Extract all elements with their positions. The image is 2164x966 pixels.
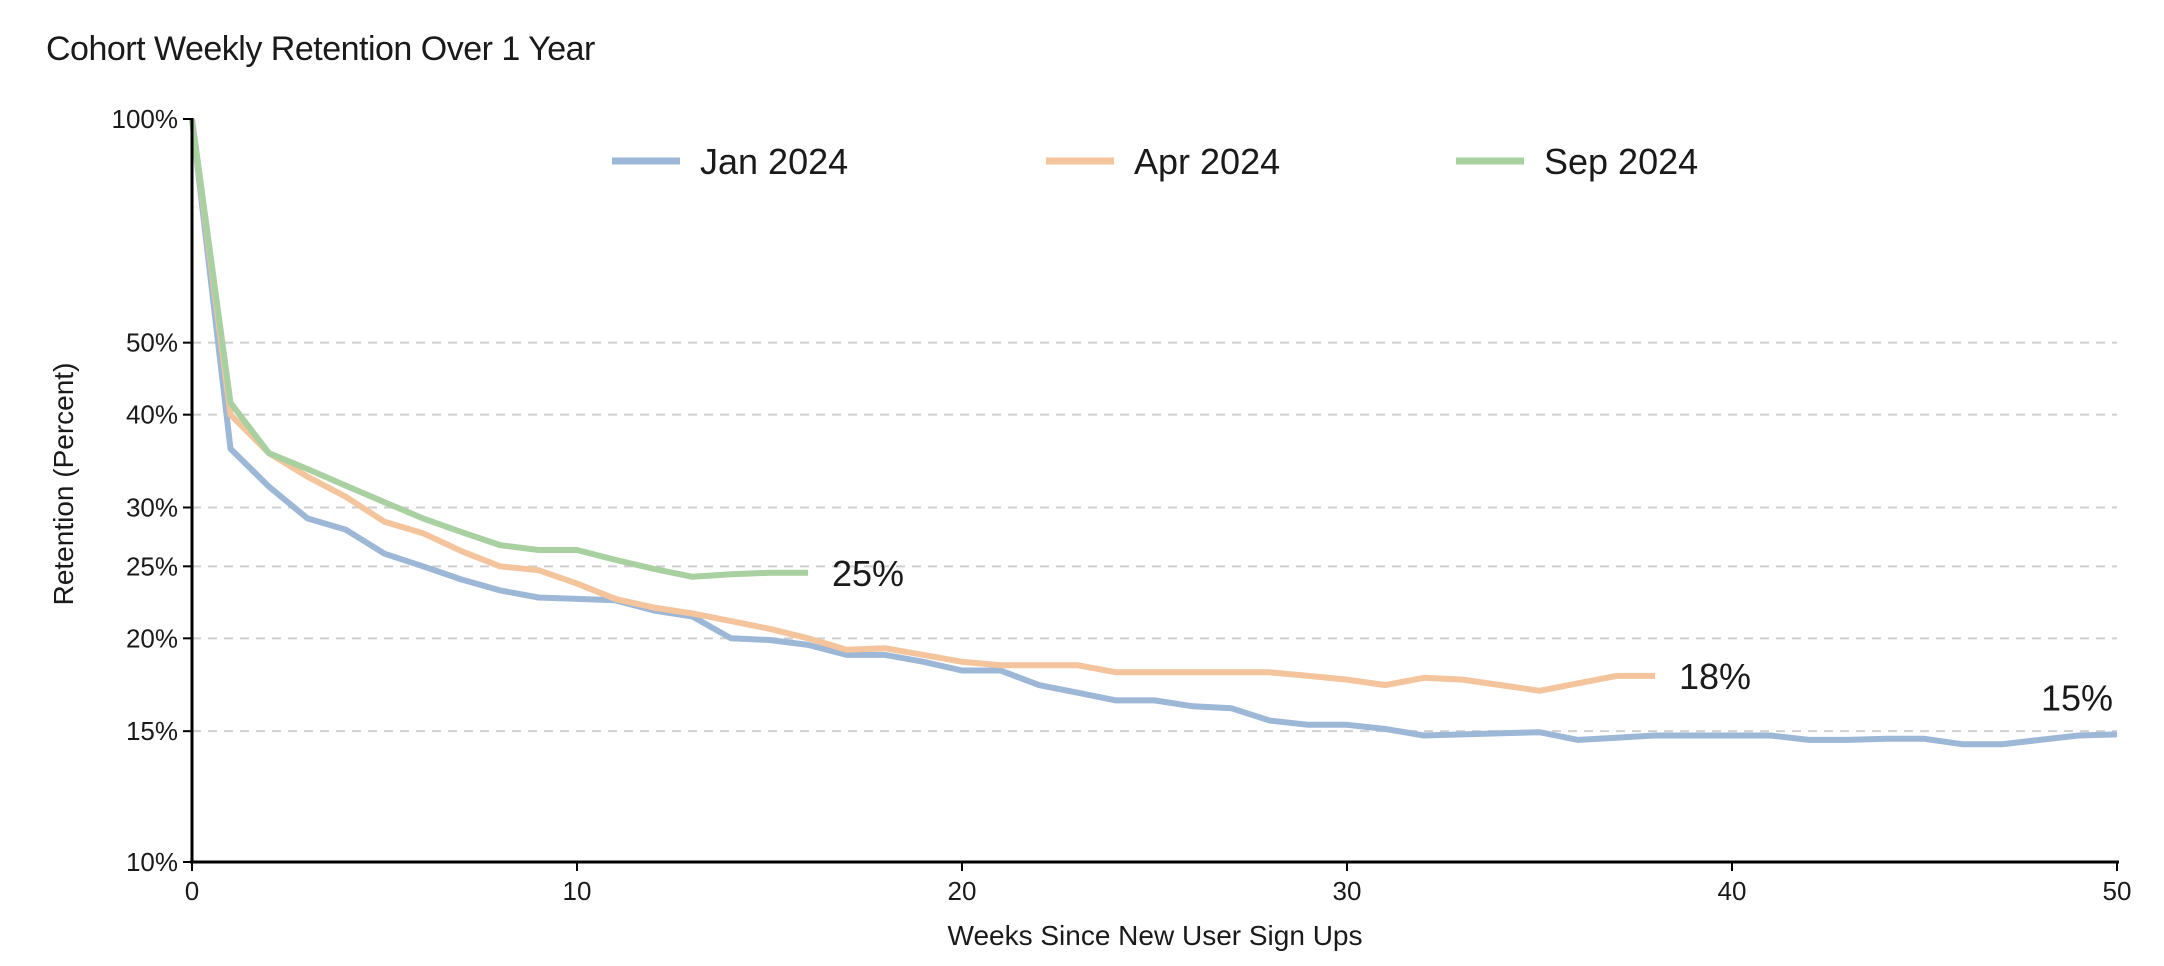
x-tick-label: 0 <box>185 876 199 906</box>
legend-label: Sep 2024 <box>1544 141 1698 182</box>
legend-label: Jan 2024 <box>700 141 848 182</box>
legend-label: Apr 2024 <box>1134 141 1280 182</box>
legend-item: Sep 2024 <box>1456 141 1698 182</box>
x-axis-title: Weeks Since New User Sign Ups <box>948 920 1363 951</box>
series-lines <box>189 118 2118 748</box>
y-tick-label: 50% <box>126 328 178 358</box>
tick-labels: 10% 15% 20% 25% 30% 40% 50% 100% 0 10 20 30 40 50 <box>112 104 2132 906</box>
y-tick-label: 40% <box>126 400 178 430</box>
series-line-sep-2024 <box>189 118 808 580</box>
series-line-jan-2024 <box>189 118 2118 748</box>
y-tick-label: 15% <box>126 716 178 746</box>
axes <box>190 118 2119 864</box>
chart-title: Cohort Weekly Retention Over 1 Year <box>46 30 595 68</box>
series-end-label: 15% <box>2041 677 2113 718</box>
y-tick-label: 30% <box>126 492 178 522</box>
y-tick-label: 100% <box>112 104 179 134</box>
end-labels: 15% 18% 25% <box>832 553 2113 719</box>
y-tick-label: 20% <box>126 623 178 653</box>
x-tick-label: 10 <box>563 876 592 906</box>
x-tick-label: 30 <box>1333 876 1362 906</box>
x-tick-label: 40 <box>1718 876 1747 906</box>
series-end-label: 25% <box>832 553 904 594</box>
series-line-apr-2024 <box>189 118 1655 694</box>
series-end-label: 18% <box>1679 656 1751 697</box>
legend-item: Jan 2024 <box>612 141 848 182</box>
x-tick-label: 50 <box>2103 876 2132 906</box>
legend: Jan 2024 Apr 2024 Sep 2024 <box>612 141 1698 182</box>
x-tick-label: 20 <box>948 876 977 906</box>
y-axis-title: Retention (Percent) <box>48 363 79 606</box>
y-tick-label: 10% <box>126 847 178 877</box>
legend-item: Apr 2024 <box>1046 141 1280 182</box>
y-tick-label: 25% <box>126 551 178 581</box>
